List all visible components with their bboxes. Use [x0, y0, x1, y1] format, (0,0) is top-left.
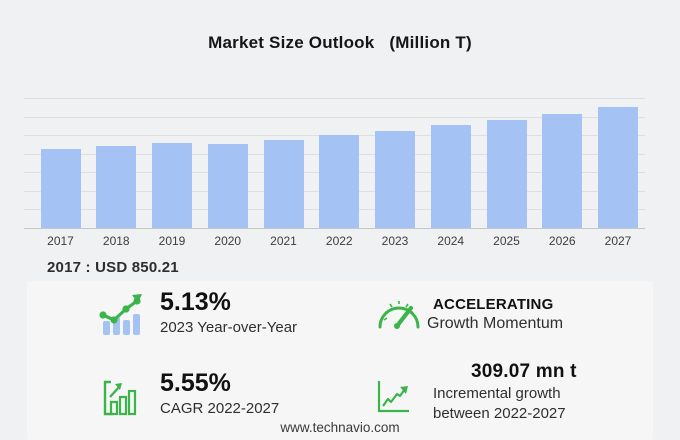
bar-2022: [319, 135, 360, 228]
x-tick-label: 2024: [437, 234, 465, 248]
speedometer-icon: [378, 301, 420, 329]
x-tick-label: 2027: [604, 234, 632, 248]
x-tick-label: 2022: [325, 234, 353, 248]
incremental-label: Incremental growth between 2022-2027: [433, 384, 566, 424]
bar-2025: [486, 119, 527, 228]
bar-growth-icon: [103, 380, 137, 416]
gridline: [24, 98, 645, 99]
incremental-label-line2: between 2022-2027: [433, 405, 566, 422]
incremental-value: 309.07 mn t: [471, 361, 577, 382]
x-tick-label: 2021: [270, 234, 297, 248]
bar-2024: [430, 125, 471, 228]
bar-2020: [207, 144, 248, 228]
chart-unit-label: (Million T): [389, 33, 472, 52]
momentum-value: ACCELERATING: [433, 296, 554, 313]
x-axis-line: [24, 228, 645, 229]
technavio-footer-link[interactable]: www.technavio.com: [280, 420, 400, 435]
chart-title: Market Size Outlook (Million T): [0, 33, 680, 53]
bar-2026: [542, 113, 583, 228]
momentum-label: Growth Momentum: [427, 315, 564, 332]
cagr-value: 5.55%: [160, 369, 231, 397]
bar-trend-icon: [99, 294, 142, 335]
gridline: [24, 116, 645, 118]
incremental-label-line1: Incremental growth: [433, 385, 561, 402]
yoy-label: 2023 Year-over-Year: [160, 319, 298, 336]
x-tick-label: 2019: [158, 234, 186, 248]
bar-2023: [375, 130, 415, 228]
x-tick-label: 2020: [214, 234, 242, 248]
bar-chart-plot-area: 2017 2018 2019 2020 2021 2022 2023 2024 2025 2026…: [24, 98, 645, 248]
bar-2019: [152, 142, 192, 228]
stats-panel: 5.13% 2023 Year-over-Year ACCELERATING G…: [27, 281, 653, 440]
chart-title-text: Market Size Outlook: [208, 33, 375, 52]
line-growth-icon: [377, 381, 409, 413]
x-tick-label: 2017: [47, 234, 74, 248]
bar-2018: [96, 146, 137, 228]
x-tick-label: 2018: [102, 234, 130, 248]
yoy-value: 5.13%: [160, 288, 231, 316]
cagr-label: CAGR 2022-2027: [160, 400, 280, 417]
bar-2027: [598, 106, 638, 228]
bar-2021: [263, 140, 304, 228]
x-tick-label: 2025: [493, 234, 520, 248]
bar-2017: [40, 149, 81, 228]
x-tick-label: 2023: [381, 234, 409, 248]
x-tick-label: 2026: [548, 234, 576, 248]
base-year-annotation: 2017 : USD 850.21: [47, 259, 179, 276]
